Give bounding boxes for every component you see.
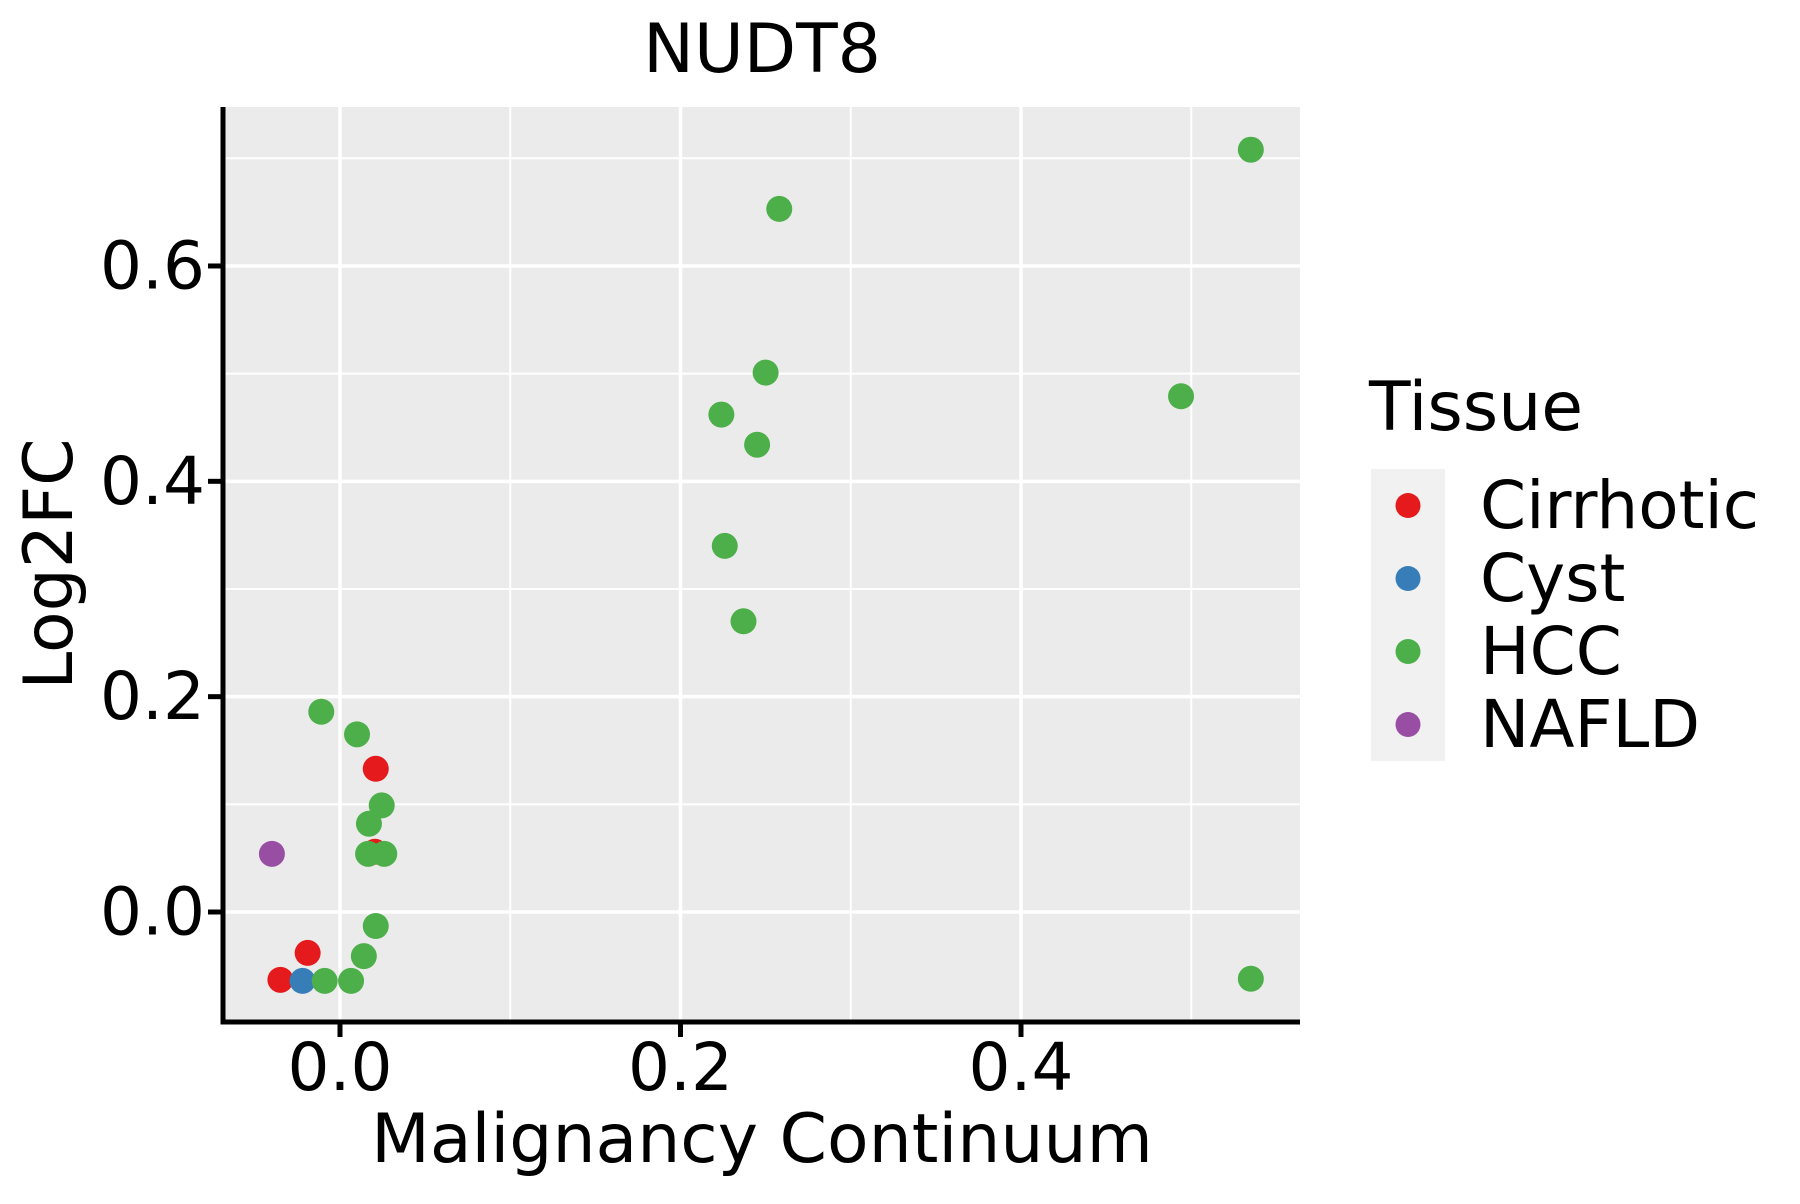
chart-title: NUDT8 (643, 10, 881, 89)
data-point-cirrhotic (267, 966, 294, 993)
data-point-hcc (311, 967, 338, 994)
y-tick-label: 0.2 (100, 658, 205, 735)
legend-label-hcc: HCC (1480, 613, 1622, 690)
data-point-hcc (308, 698, 335, 725)
data-point-hcc (708, 401, 735, 428)
legend-swatch-cirrhotic (1395, 493, 1421, 518)
x-tick-label: 0.4 (969, 1029, 1074, 1106)
y-axis-title: Log2FC (10, 438, 89, 689)
legend-swatch-hcc (1395, 639, 1421, 664)
data-point-hcc (350, 943, 377, 970)
legend-label-nafld: NAFLD (1480, 686, 1700, 763)
data-point-hcc (362, 912, 389, 939)
data-point-hcc (371, 840, 398, 867)
data-point-nafld (258, 840, 285, 867)
data-point-hcc (752, 359, 779, 386)
data-point-hcc (711, 532, 738, 559)
data-point-cirrhotic (294, 939, 321, 966)
data-point-hcc (766, 195, 793, 222)
legend-swatch-cyst (1395, 566, 1421, 591)
legend-label-cyst: Cyst (1480, 540, 1625, 617)
plot-panel (223, 107, 1300, 1022)
data-point-hcc (1168, 383, 1195, 410)
axes-and-ticks (208, 107, 1300, 1037)
data-point-hcc (1237, 136, 1264, 163)
data-points (258, 136, 1264, 994)
legend-title: Tissue (1368, 368, 1583, 447)
legend-label-cirrhotic: Cirrhotic (1480, 467, 1759, 544)
legend-swatch-nafld (1395, 712, 1421, 737)
data-point-hcc (1237, 965, 1264, 992)
data-point-hcc (338, 967, 365, 994)
data-point-hcc (730, 608, 757, 635)
x-axis-title: Malignancy Continuum (371, 1100, 1153, 1179)
data-point-hcc (368, 792, 395, 819)
data-point-hcc (344, 721, 371, 748)
y-tick-label: 0.6 (100, 227, 205, 304)
y-tick-label: 0.4 (100, 443, 205, 520)
panel-background (223, 107, 1300, 1022)
data-point-cirrhotic (362, 755, 389, 782)
data-point-hcc (744, 431, 771, 458)
y-tick-label: 0.0 (100, 874, 205, 951)
data-point-cyst (289, 967, 316, 994)
x-tick-label: 0.0 (288, 1029, 393, 1106)
data-point-hcc (355, 810, 382, 837)
x-tick-label: 0.2 (628, 1029, 733, 1106)
tick-labels: 0.0 0.2 0.4 0.0 0.2 0.4 0.6 (100, 227, 1073, 1106)
